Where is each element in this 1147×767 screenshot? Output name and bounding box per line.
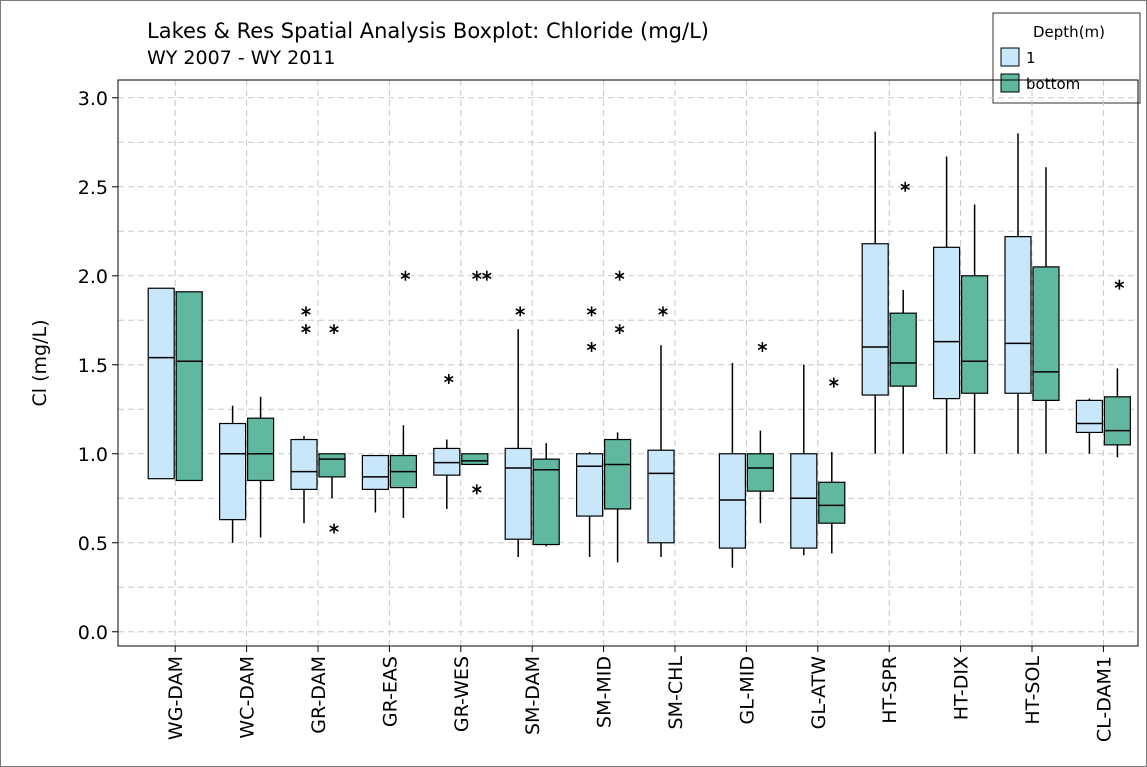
box [175, 291, 203, 482]
outlier [472, 484, 482, 495]
x-tick-label: SM-MID [594, 656, 616, 728]
box [219, 422, 247, 521]
box [718, 453, 747, 549]
box [790, 453, 818, 549]
y-axis-label: Cl (mg/L) [29, 320, 51, 407]
outlier [444, 374, 454, 385]
box [1103, 396, 1132, 446]
outlier [614, 270, 625, 281]
legend-title: Depth(m) [1033, 23, 1105, 41]
legend: Depth(m) 1 bottom [992, 12, 1141, 104]
x-tick-label: GR-DAM [308, 656, 330, 734]
box [461, 453, 489, 466]
x-tick-label: WG-DAM [165, 656, 187, 740]
outlier [301, 306, 311, 317]
box [1004, 236, 1032, 394]
box [433, 447, 461, 476]
legend-label: 1 [1026, 49, 1036, 67]
y-tick-label: 0.5 [78, 533, 108, 555]
outlier [1114, 279, 1125, 290]
box [532, 458, 560, 546]
box [575, 453, 604, 517]
outlier [829, 377, 839, 388]
y-tick-label: 0.0 [78, 622, 108, 644]
outlier [515, 306, 525, 317]
box [818, 481, 846, 524]
x-tick-label: WC-DAM [237, 656, 259, 739]
series [175, 167, 1132, 563]
series [147, 131, 1104, 568]
box [361, 454, 389, 490]
box [290, 438, 318, 490]
outlier [301, 324, 311, 335]
x-tick-label: GL-ATW [808, 656, 830, 730]
legend-swatch [1000, 47, 1020, 67]
outlier [614, 324, 625, 335]
outlier [329, 523, 339, 534]
chart-title: Lakes & Res Spatial Analysis Boxplot: Ch… [147, 19, 709, 43]
plot-frame [117, 79, 1139, 647]
x-tick-label: SM-CHL [665, 656, 687, 730]
x-tick-label: SM-DAM [522, 656, 544, 735]
box [1075, 399, 1104, 434]
y-tick-label: 2.5 [78, 177, 108, 199]
outlier [900, 181, 910, 192]
y-tick-label: 1.0 [78, 444, 108, 466]
outlier [482, 270, 492, 281]
box [247, 417, 275, 482]
box [504, 447, 532, 540]
y-tick-label: 2.0 [78, 266, 108, 288]
y-tick-label: 1.5 [78, 355, 108, 377]
box [960, 275, 989, 394]
chart-subtitle: WY 2007 - WY 2011 [147, 47, 336, 69]
box [147, 287, 175, 480]
outlier [658, 306, 668, 317]
x-tick-label: CL-DAM1 [1093, 656, 1115, 742]
box [861, 243, 889, 396]
box [1032, 266, 1060, 401]
legend-label: bottom [1026, 75, 1080, 93]
box [603, 438, 632, 510]
box [318, 453, 346, 478]
outlier [757, 341, 768, 352]
x-tick-label: GR-WES [451, 656, 473, 732]
outlier [586, 341, 597, 352]
x-tick-label: HT-SOL [1022, 656, 1044, 725]
outlier [586, 306, 597, 317]
box [746, 453, 775, 492]
x-tick-label: GR-EAS [379, 656, 401, 727]
outlier [472, 270, 482, 281]
x-tick-label: HT-DIX [951, 656, 973, 720]
box [932, 246, 961, 400]
x-tick-label: HT-SPR [879, 656, 901, 724]
box [647, 449, 675, 544]
legend-swatch [1000, 73, 1020, 93]
y-tick-label: 3.0 [78, 88, 108, 110]
outlier [329, 324, 339, 335]
x-tick-label: GL-MID [736, 656, 758, 724]
outlier [400, 270, 411, 281]
box [889, 312, 917, 387]
